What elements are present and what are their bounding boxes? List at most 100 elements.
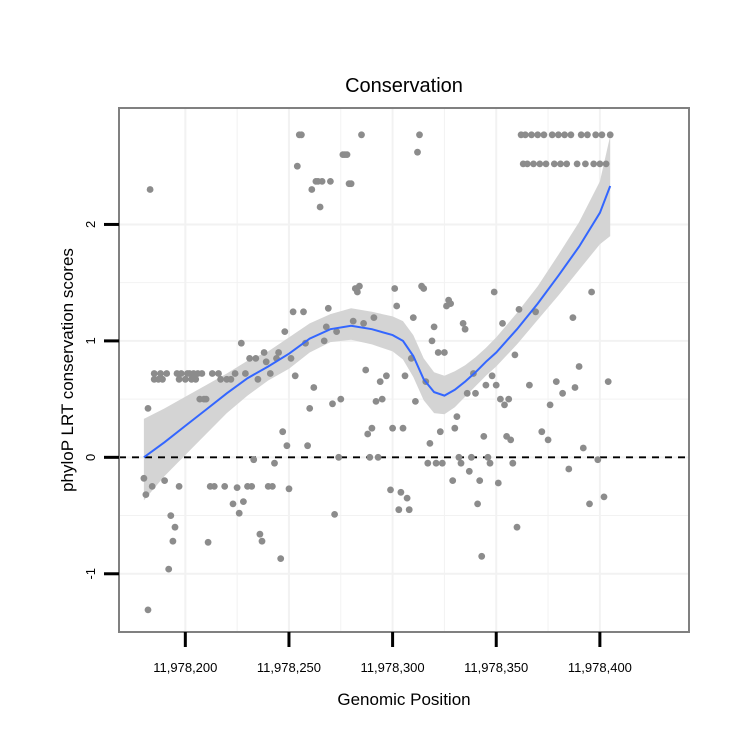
data-point (246, 355, 254, 362)
data-point (175, 375, 183, 383)
data-point (250, 456, 258, 464)
data-point (254, 375, 262, 383)
data-point (447, 300, 454, 307)
data-point (277, 555, 285, 562)
data-point (557, 160, 564, 168)
y-tick-label: 0 (83, 454, 98, 461)
data-point (387, 486, 394, 494)
data-point (542, 160, 550, 168)
data-point (513, 523, 521, 531)
data-point (588, 288, 595, 296)
data-point (376, 378, 384, 385)
data-point (409, 314, 417, 321)
data-point (501, 401, 508, 409)
data-point (530, 160, 537, 168)
data-point (459, 320, 467, 327)
data-point (420, 285, 428, 292)
data-point (231, 370, 239, 377)
data-point (237, 339, 245, 347)
x-axis-title: Genomic Position (337, 690, 470, 709)
data-point (596, 160, 604, 168)
data-point (509, 459, 517, 467)
data-point (279, 428, 287, 436)
data-point (364, 430, 372, 438)
data-point (602, 160, 610, 168)
scatter-points (140, 131, 614, 614)
data-point (550, 160, 558, 168)
data-point (233, 484, 241, 491)
data-point (586, 500, 593, 508)
data-point (393, 302, 401, 310)
data-point (461, 325, 469, 333)
data-point (526, 381, 533, 389)
data-point (397, 488, 405, 496)
y-axis-title: phyloP LRT conservation scores (58, 248, 77, 492)
data-point (590, 160, 598, 168)
data-point (358, 131, 365, 139)
data-point (432, 459, 440, 467)
data-point (140, 474, 148, 482)
data-point (163, 370, 171, 377)
data-point (401, 372, 409, 380)
data-point (293, 162, 301, 170)
smooth-line (143, 185, 612, 459)
data-point (171, 523, 179, 531)
data-point (577, 131, 585, 139)
data-point (289, 308, 297, 316)
data-point (324, 304, 332, 312)
data-point (335, 453, 343, 461)
data-point (260, 349, 268, 356)
data-point (494, 479, 502, 487)
data-point (563, 160, 571, 168)
data-point (579, 444, 587, 452)
data-point (569, 314, 577, 321)
data-point (499, 320, 506, 327)
data-point (175, 483, 183, 490)
data-point (492, 381, 500, 389)
data-point (240, 498, 247, 505)
data-point (306, 405, 314, 412)
data-point (465, 467, 473, 475)
data-point (242, 370, 249, 377)
data-point (221, 483, 229, 490)
data-point (252, 355, 260, 362)
x-tick-label: 11,978,300 (361, 660, 425, 675)
data-point (202, 395, 210, 403)
data-point (337, 395, 345, 403)
data-point (285, 485, 293, 493)
data-point (575, 363, 583, 370)
data-point (555, 131, 562, 139)
data-point (532, 308, 539, 316)
data-point (198, 370, 206, 377)
data-point (347, 180, 355, 188)
data-point (552, 378, 560, 385)
data-point (320, 337, 328, 345)
x-axis-ticks: 11,978,200 11,978,250 11,978,300 11,978,350… (153, 632, 632, 675)
data-point (484, 453, 492, 461)
y-tick-label: 1 (83, 337, 98, 344)
data-point (333, 328, 340, 335)
data-point (604, 378, 612, 385)
data-point (322, 323, 330, 331)
data-point (534, 131, 542, 139)
data-point (478, 552, 486, 560)
data-point (167, 512, 175, 519)
data-point (354, 288, 361, 296)
x-tick-label: 11,978,350 (464, 660, 528, 675)
data-point (592, 131, 600, 139)
data-point (515, 306, 523, 313)
data-point (412, 398, 419, 405)
data-point (474, 500, 481, 508)
data-point (349, 317, 357, 325)
data-point (229, 500, 237, 508)
data-point (210, 483, 218, 490)
data-point (573, 160, 581, 168)
data-point (505, 395, 513, 403)
data-point (287, 355, 295, 362)
data-point (181, 375, 189, 383)
data-point (150, 370, 158, 377)
data-point (497, 395, 504, 403)
data-point (511, 351, 519, 359)
data-point (600, 493, 608, 501)
